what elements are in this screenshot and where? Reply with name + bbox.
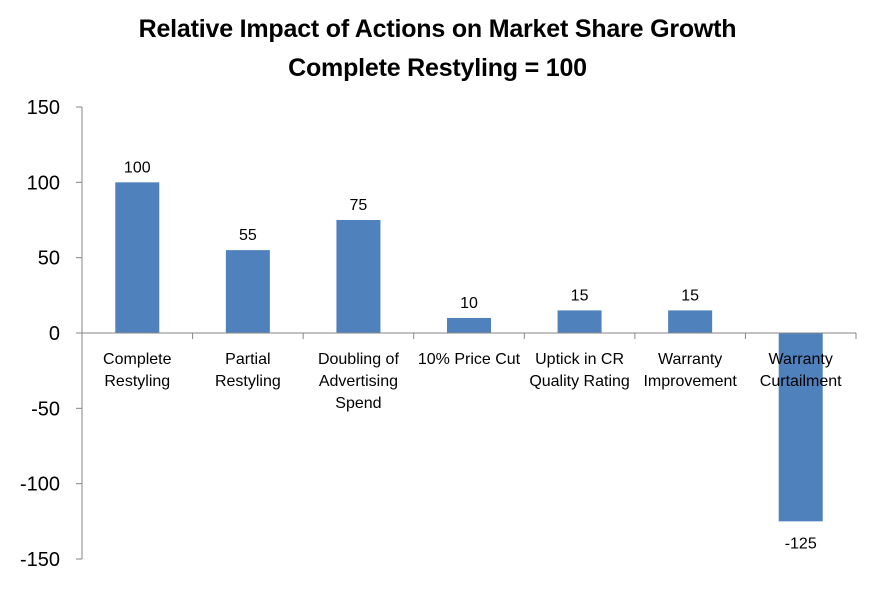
data-label: 100: [124, 159, 151, 176]
x-tick-label: Doubling of Advertising Spend: [318, 351, 400, 412]
chart-title: Relative Impact of Actions on Market Sha…: [138, 15, 737, 43]
bars: [115, 182, 823, 522]
x-tick-label: Partial Restyling: [215, 351, 281, 390]
data-labels: 100 55 75 10 15 15 -125: [124, 159, 817, 552]
x-tick-label: Uptick in CR Quality Rating: [529, 351, 630, 390]
chart-subtitle: Complete Restyling = 100: [288, 54, 587, 82]
bar: [225, 250, 270, 333]
y-tick-label: -100: [20, 474, 60, 496]
x-tick-label: Warranty Improvement: [643, 351, 737, 390]
bar: [447, 317, 491, 333]
bar: [668, 310, 713, 333]
data-label: 15: [571, 287, 589, 304]
bar: [778, 333, 823, 522]
x-tick-label: Complete Restyling: [103, 351, 172, 390]
data-label: -125: [785, 535, 817, 552]
bar: [557, 310, 602, 333]
y-tick-label: 150: [27, 97, 60, 119]
x-tick-label: Warranty Curtailment: [760, 351, 842, 390]
x-axis: Complete Restyling Partial Restyling Doublin…: [81, 332, 857, 412]
data-label: 75: [350, 197, 368, 214]
bar: [336, 220, 381, 333]
y-tick-label: 100: [27, 172, 60, 194]
x-tick-label: 10% Price Cut: [418, 351, 521, 368]
y-tick-label: 50: [38, 248, 60, 270]
y-axis: 150 100 50 0 -50 -100 -150: [20, 97, 83, 571]
bar: [115, 182, 160, 333]
data-label: 55: [239, 227, 257, 244]
data-label: 10: [460, 295, 478, 312]
y-tick-label: 0: [49, 323, 60, 345]
data-label: 15: [681, 287, 699, 304]
y-tick-label: -50: [31, 398, 60, 420]
y-tick-label: -150: [20, 549, 60, 571]
